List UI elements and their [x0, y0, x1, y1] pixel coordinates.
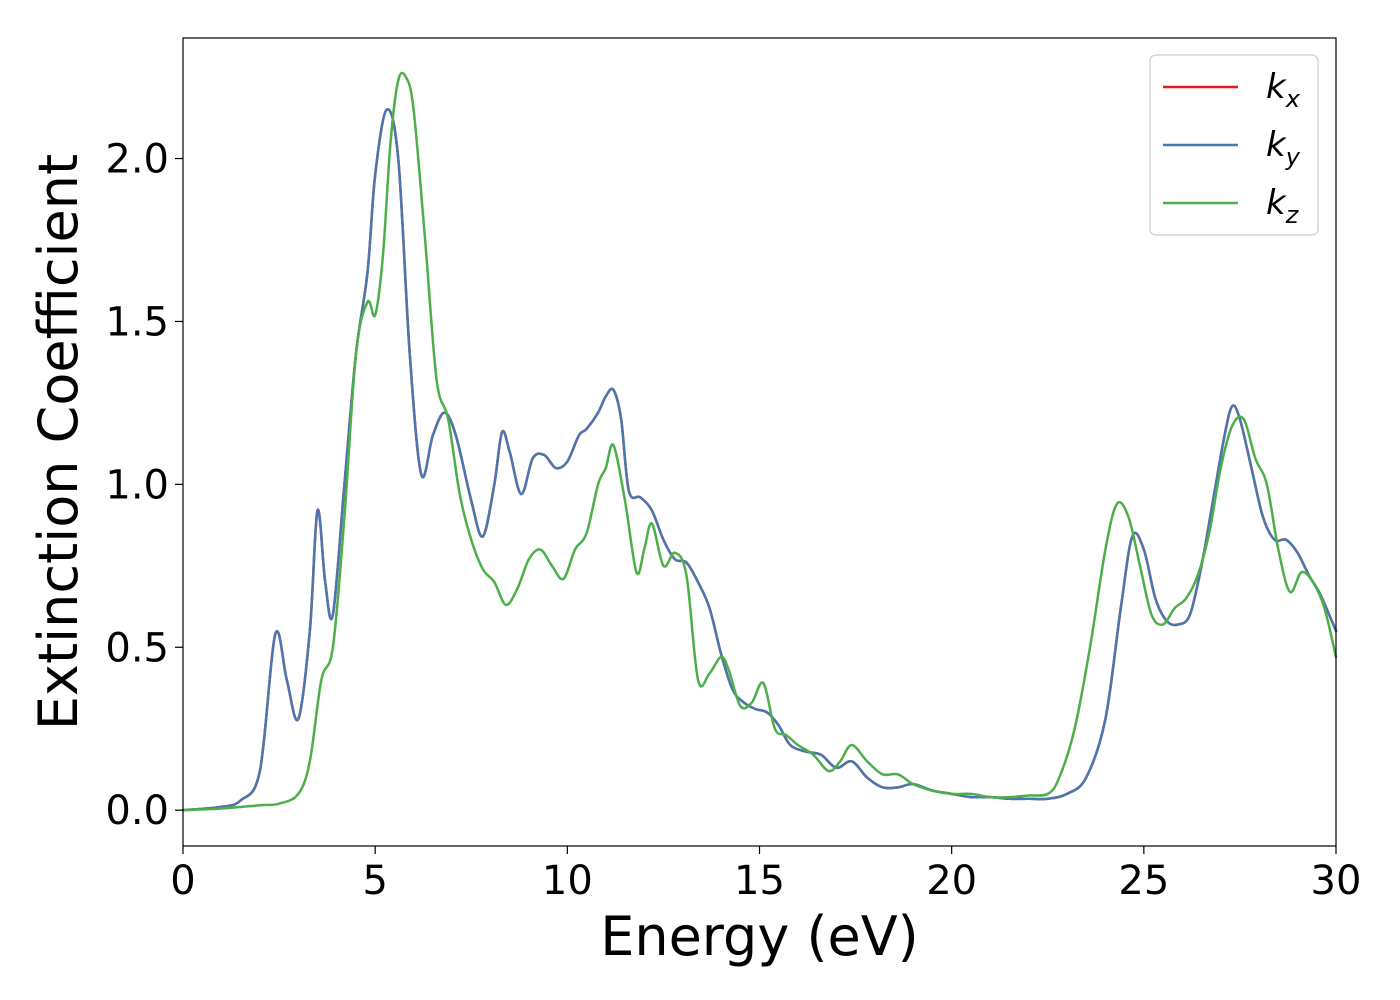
- x-tick-label: 15: [734, 858, 785, 904]
- y-tick-label: 0.5: [105, 625, 169, 671]
- x-tick-label: 0: [170, 858, 195, 904]
- x-tick-label: 20: [926, 858, 977, 904]
- y-axis-ticks: 0.0 0.5 1.0 1.5 2.0: [105, 137, 183, 834]
- legend-label-x: kx: [1266, 67, 1301, 113]
- x-axis-ticks: 0 5 10 15 20 25 30: [170, 846, 1361, 904]
- x-axis-label: Energy (eV): [600, 905, 919, 968]
- x-tick-label: 5: [362, 858, 387, 904]
- legend-label-z: kz: [1266, 183, 1300, 229]
- y-tick-label: 2.0: [105, 137, 169, 183]
- x-tick-label: 10: [542, 858, 593, 904]
- y-tick-label: 1.5: [105, 299, 169, 345]
- legend: kx ky kz: [1149, 54, 1319, 236]
- series-layer: [181, 71, 1338, 812]
- x-tick-label: 25: [1118, 858, 1169, 904]
- x-tick-label: 30: [1311, 858, 1362, 904]
- legend-label-y: ky: [1266, 125, 1301, 171]
- y-axis-label: Extinction Coefficient: [27, 154, 90, 730]
- series-line-z: [181, 71, 1338, 812]
- y-tick-label: 1.0: [105, 462, 169, 508]
- series-line-y: [181, 108, 1338, 812]
- y-tick-label: 0.0: [105, 788, 169, 834]
